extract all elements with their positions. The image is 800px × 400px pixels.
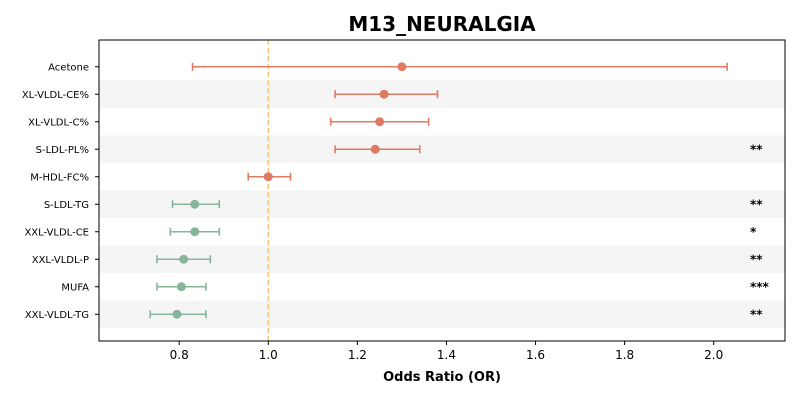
significance-label: ** (750, 252, 763, 266)
significance-label: ** (750, 307, 763, 321)
data-marks: ************ (149, 62, 770, 321)
y-tick-label: M-HDL-FC% (30, 172, 89, 183)
x-tick-label: 0.8 (170, 348, 189, 362)
row-bands (99, 80, 785, 328)
x-tick-label: 2.0 (704, 348, 723, 362)
y-tick-label: XL-VLDL-CE% (22, 90, 89, 101)
or-point (397, 62, 407, 72)
row-band (99, 135, 785, 163)
y-axis: Acetone XL-VLDL-CE% XL-VLDL-C% S-LDL-PL% M-H… (22, 62, 99, 321)
or-point (263, 172, 273, 182)
significance-label: *** (750, 280, 770, 294)
significance-label: * (750, 225, 757, 239)
or-point (190, 227, 200, 237)
y-tick-label: XXL-VLDL-CE (24, 227, 89, 238)
y-tick-label: Acetone (48, 62, 89, 73)
y-tick-label: S-LDL-PL% (36, 145, 89, 156)
or-point (179, 254, 189, 264)
x-tick-label: 1.2 (348, 348, 367, 362)
x-axis-label: Odds Ratio (OR) (383, 370, 501, 385)
or-point (370, 144, 380, 154)
y-tick-label: XXL-VLDL-P (32, 255, 89, 266)
chart-title: M13_NEURALGIA (348, 12, 536, 36)
or-point (379, 89, 389, 99)
row-band (99, 80, 785, 108)
y-tick-label: XXL-VLDL-TG (25, 310, 89, 321)
x-tick-label: 1.0 (259, 348, 278, 362)
x-tick-label: 1.6 (526, 348, 545, 362)
y-tick-label: MUFA (61, 282, 89, 293)
x-axis: 0.8 1.0 1.2 1.4 1.6 1.8 2.0 (170, 341, 723, 362)
y-tick-label: XL-VLDL-C% (28, 117, 89, 128)
or-point (190, 199, 200, 209)
significance-label: ** (750, 197, 763, 211)
or-point (172, 309, 182, 319)
y-tick-label: S-LDL-TG (44, 200, 89, 211)
row-band (99, 245, 785, 273)
x-tick-label: 1.8 (615, 348, 634, 362)
or-point (176, 282, 186, 292)
plot-frame (98, 39, 786, 342)
x-tick-label: 1.4 (437, 348, 456, 362)
or-point (375, 117, 385, 127)
row-band (99, 300, 785, 328)
significance-label: ** (750, 142, 763, 156)
